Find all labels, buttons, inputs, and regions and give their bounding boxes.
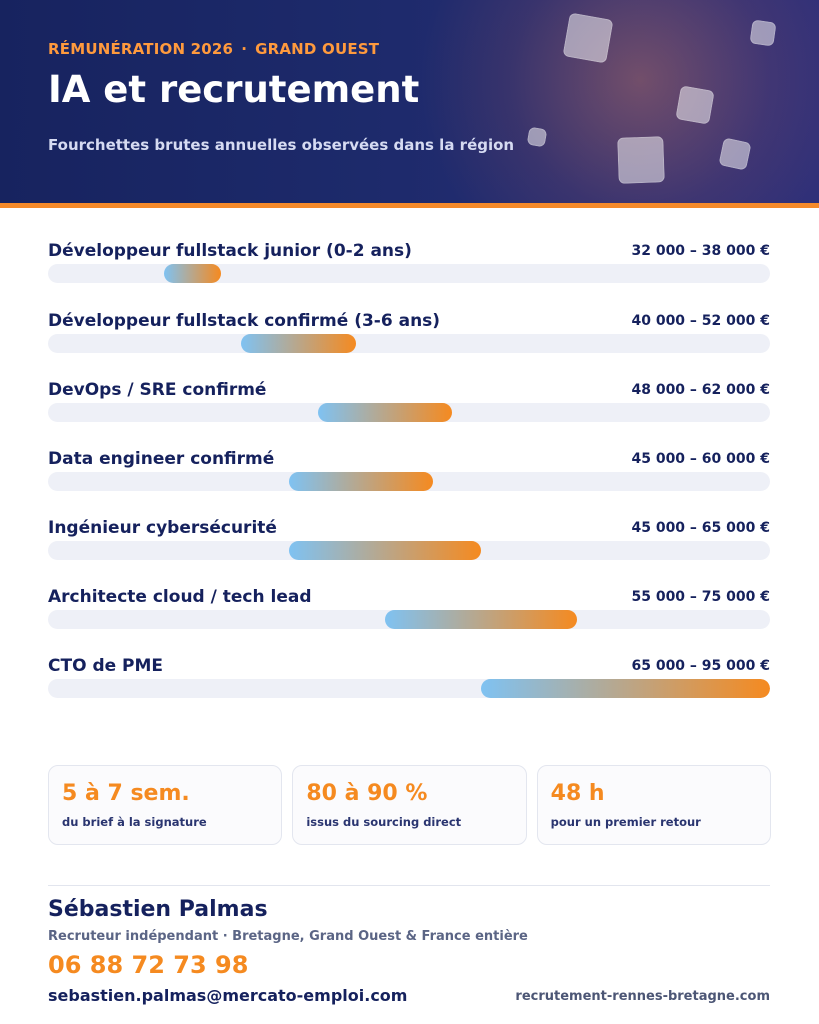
salary-range-bar: [240, 334, 357, 353]
eyebrow-topic: RÉMUNÉRATION 2026: [48, 40, 234, 58]
salary-row: Architecte cloud / tech lead 55 000 – 75…: [48, 587, 770, 647]
salary-range-bar: [288, 541, 482, 560]
salary-range: 48 000 – 62 000 €: [631, 382, 770, 398]
salary-range: 45 000 – 65 000 €: [631, 520, 770, 536]
eyebrow: RÉMUNÉRATION 2026 · GRAND OUEST: [48, 40, 379, 58]
salary-row: Ingénieur cybersécurité 45 000 – 65 000 …: [48, 518, 770, 578]
stat-value: 48 h: [550, 781, 605, 806]
stat-label: du brief à la signature: [62, 815, 207, 829]
eyebrow-region: GRAND OUEST: [255, 40, 380, 58]
decorative-square: [562, 12, 614, 64]
contact-role: Recruteur indépendant · Bretagne, Grand …: [48, 929, 528, 944]
salary-row: Data engineer confirmé 45 000 – 60 000 €: [48, 449, 770, 509]
salary-row: Développeur fullstack junior (0-2 ans) 3…: [48, 241, 770, 301]
salary-range-bar: [384, 610, 578, 629]
job-title: Ingénieur cybersécurité: [48, 518, 277, 538]
salary-range: 32 000 – 38 000 €: [631, 243, 770, 259]
job-title: Data engineer confirmé: [48, 449, 275, 469]
contact-email-link[interactable]: sebastien.palmas@mercato-emploi.com: [48, 986, 408, 1005]
eyebrow-separator: ·: [241, 40, 248, 58]
job-title: CTO de PME: [48, 656, 164, 676]
job-title: DevOps / SRE confirmé: [48, 380, 267, 400]
header-banner: RÉMUNÉRATION 2026 · GRAND OUEST IA et recr…: [0, 0, 819, 204]
page-subtitle: Fourchettes brutes annuelles observées d…: [48, 136, 515, 154]
stat-label: pour un premier retour: [550, 815, 701, 829]
job-title: Développeur fullstack junior (0-2 ans): [48, 241, 412, 261]
salary-row: Développeur fullstack confirmé (3-6 ans)…: [48, 311, 770, 371]
salary-row: DevOps / SRE confirmé 48 000 – 62 000 €: [48, 380, 770, 440]
decorative-square: [749, 19, 777, 47]
page-title: IA et recrutement: [48, 68, 420, 111]
salary-track: [48, 334, 770, 353]
stat-card: 80 à 90 % issus du sourcing direct: [292, 765, 527, 845]
salary-range: 45 000 – 60 000 €: [631, 451, 770, 467]
salary-track: [48, 610, 770, 629]
stat-card: 5 à 7 sem. du brief à la signature: [48, 765, 283, 845]
decorative-square: [617, 136, 665, 184]
salary-range: 65 000 – 95 000 €: [631, 658, 770, 674]
salary-track: [48, 472, 770, 491]
salary-range-bar: [481, 679, 770, 698]
header-accent-line: [0, 203, 819, 208]
salary-track: [48, 541, 770, 560]
salary-range-bar: [288, 472, 434, 491]
job-title: Architecte cloud / tech lead: [48, 587, 312, 607]
job-title: Développeur fullstack confirmé (3-6 ans): [48, 311, 441, 331]
stat-value: 5 à 7 sem.: [62, 781, 190, 806]
footer-divider: [48, 885, 770, 886]
salary-range: 55 000 – 75 000 €: [631, 589, 770, 605]
stats-cards: 5 à 7 sem. du brief à la signature 80 à …: [48, 765, 771, 845]
salary-track: [48, 264, 770, 283]
salary-range-bar: [317, 403, 453, 422]
stat-label: issus du sourcing direct: [306, 815, 462, 829]
contact-website-link[interactable]: recrutement-rennes-bretagne.com: [515, 989, 770, 1004]
salary-range-bar: [163, 264, 222, 283]
decorative-square: [526, 126, 548, 148]
salary-track: [48, 403, 770, 422]
decorative-square: [718, 137, 752, 171]
stat-card: 48 h pour un premier retour: [536, 765, 771, 845]
salary-range: 40 000 – 52 000 €: [631, 313, 770, 329]
contact-phone-link[interactable]: 06 88 72 73 98: [48, 951, 249, 979]
salary-track: [48, 679, 770, 698]
decorative-square: [675, 85, 715, 125]
contact-name: Sébastien Palmas: [48, 897, 268, 922]
stat-value: 80 à 90 %: [306, 781, 428, 806]
salary-row: CTO de PME 65 000 – 95 000 €: [48, 656, 770, 716]
